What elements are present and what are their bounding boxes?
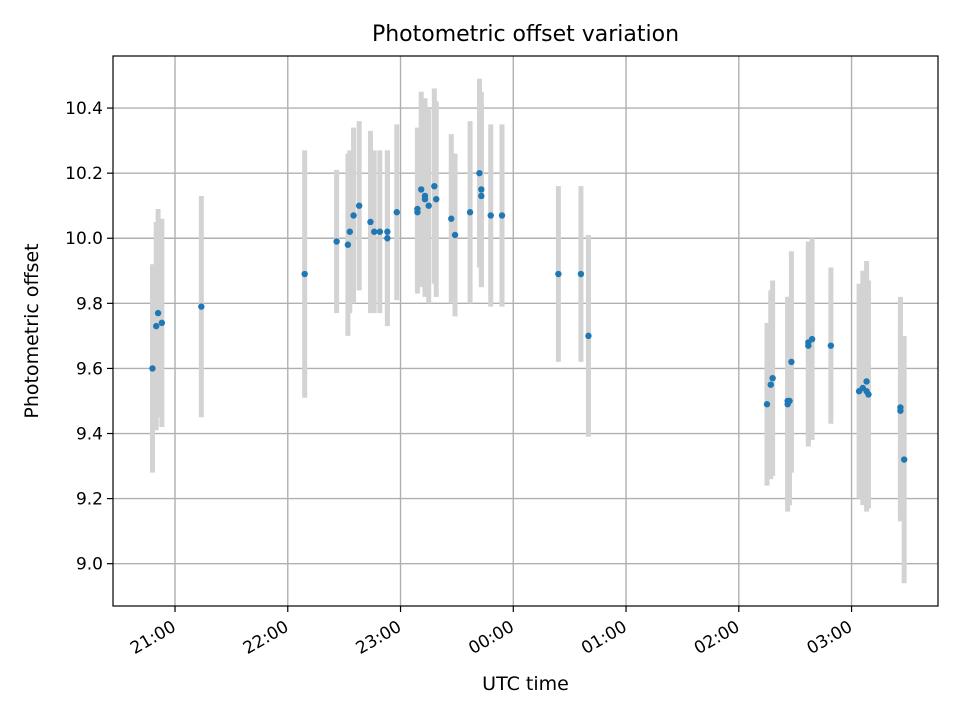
- data-point: [577, 270, 585, 278]
- data-point: [393, 209, 400, 216]
- y-tick-label: 9.4: [76, 425, 103, 445]
- data-point: [767, 381, 774, 388]
- y-tick-label: 9.8: [76, 294, 103, 314]
- y-tick-label: 9.6: [76, 359, 103, 379]
- x-tick-label: 22:00: [240, 617, 292, 659]
- error-bars: [149, 78, 907, 584]
- data-point: [865, 391, 872, 398]
- plot-frame: [112, 55, 939, 607]
- x-axis-label: UTC time: [482, 673, 569, 695]
- data-point: [448, 215, 455, 222]
- data-points: [149, 169, 908, 463]
- data-point: [384, 228, 391, 235]
- x-tick-label: 03:00: [804, 617, 856, 659]
- data-point: [431, 182, 438, 190]
- data-point: [769, 374, 776, 382]
- data-point: [786, 397, 793, 405]
- data-point: [384, 235, 391, 242]
- x-tick-label: 01:00: [578, 617, 630, 659]
- data-point: [418, 186, 425, 193]
- data-point: [154, 309, 162, 317]
- data-point: [414, 205, 421, 213]
- data-point: [333, 238, 340, 245]
- data-point: [805, 342, 812, 349]
- data-point: [425, 202, 432, 209]
- data-point: [355, 202, 363, 209]
- data-point: [478, 186, 485, 193]
- data-point: [153, 322, 160, 330]
- data-point: [158, 319, 166, 327]
- data-point: [198, 303, 205, 310]
- y-tick-label: 10.4: [65, 99, 103, 119]
- axis-ticks: 21:00 22:00 23:00 00:00 01:00 02:00 03:00 9.0 9.…: [65, 99, 856, 659]
- x-tick-label: 00:00: [465, 617, 517, 659]
- y-tick-label: 9.2: [76, 490, 103, 510]
- data-point: [585, 332, 592, 340]
- data-point: [149, 365, 156, 372]
- x-tick-label: 02:00: [691, 617, 743, 659]
- data-point: [466, 209, 474, 216]
- x-tick-label: 23:00: [353, 617, 405, 659]
- data-point: [788, 358, 795, 366]
- data-point: [897, 407, 904, 414]
- data-point: [301, 270, 308, 278]
- data-point: [555, 270, 562, 278]
- data-point: [433, 195, 440, 203]
- data-point: [863, 378, 870, 385]
- data-point: [900, 456, 908, 463]
- data-point: [371, 228, 378, 235]
- data-point: [451, 231, 459, 239]
- data-point: [344, 241, 352, 248]
- data-point: [763, 401, 771, 408]
- data-point: [476, 169, 483, 177]
- data-point: [498, 212, 506, 219]
- chart-title: Photometric offset variation: [371, 22, 680, 47]
- data-point: [421, 195, 429, 203]
- x-tick-label: 21:00: [127, 617, 179, 659]
- data-point: [350, 212, 357, 219]
- data-point: [808, 335, 816, 343]
- data-point: [827, 342, 835, 349]
- data-point: [346, 228, 353, 235]
- y-tick-label: 9.0: [76, 555, 103, 575]
- data-point: [487, 212, 494, 219]
- y-tick-label: 10.0: [65, 229, 103, 249]
- grid: [113, 56, 938, 606]
- y-axis-label: Photometric offset: [21, 243, 43, 419]
- y-tick-label: 10.2: [65, 164, 103, 184]
- data-point: [367, 218, 374, 226]
- data-point: [376, 228, 384, 235]
- data-point: [478, 192, 485, 200]
